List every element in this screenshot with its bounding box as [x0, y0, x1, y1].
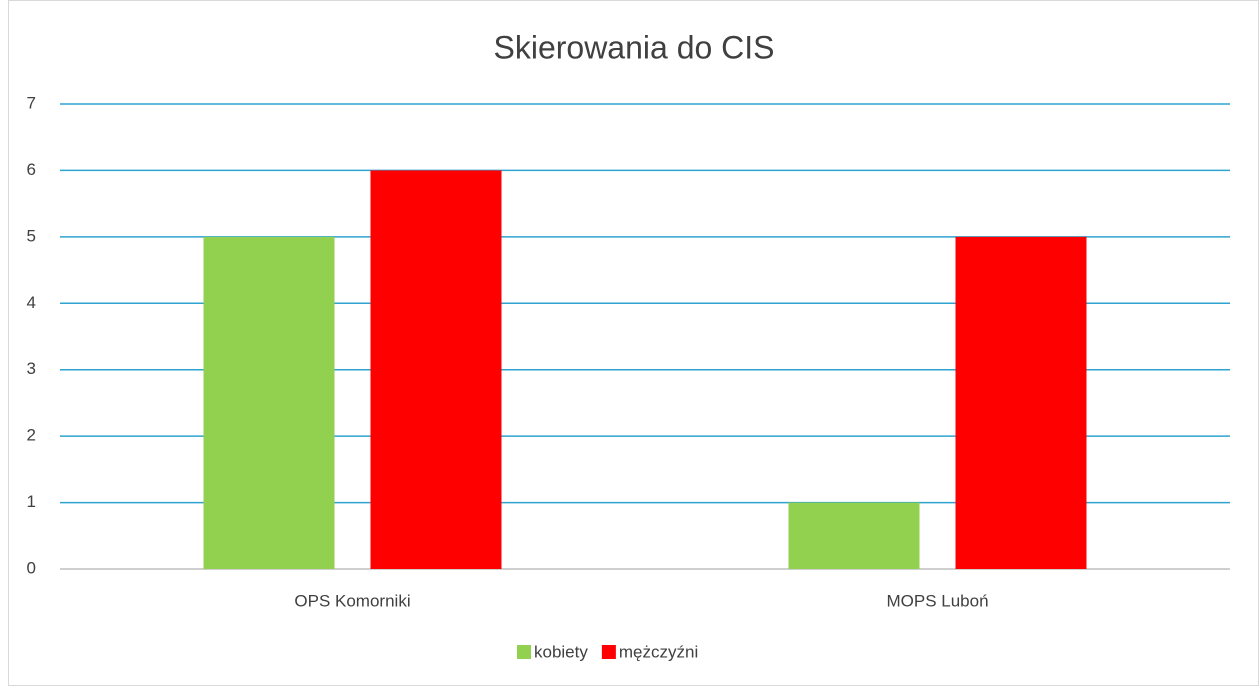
chart-title: Skierowania do CIS: [493, 29, 774, 65]
legend-label: mężczyźni: [619, 642, 698, 661]
bar: [788, 502, 920, 569]
y-tick-label: 1: [27, 492, 36, 511]
y-tick-label: 6: [27, 160, 36, 179]
legend-swatch: [517, 645, 531, 659]
y-tick-label: 5: [27, 226, 36, 245]
x-tick-label: OPS Komorniki: [294, 591, 410, 610]
y-tick-label: 7: [27, 93, 36, 112]
bar: [203, 236, 335, 569]
y-tick-label: 0: [27, 558, 36, 577]
bar: [370, 170, 502, 569]
bar: [955, 236, 1087, 569]
y-tick-label: 4: [27, 293, 36, 312]
y-tick-label: 3: [27, 359, 36, 378]
legend-label: kobiety: [534, 642, 588, 661]
legend-swatch: [601, 645, 616, 659]
y-tick-label: 2: [27, 426, 36, 445]
x-tick-label: MOPS Luboń: [886, 591, 988, 610]
